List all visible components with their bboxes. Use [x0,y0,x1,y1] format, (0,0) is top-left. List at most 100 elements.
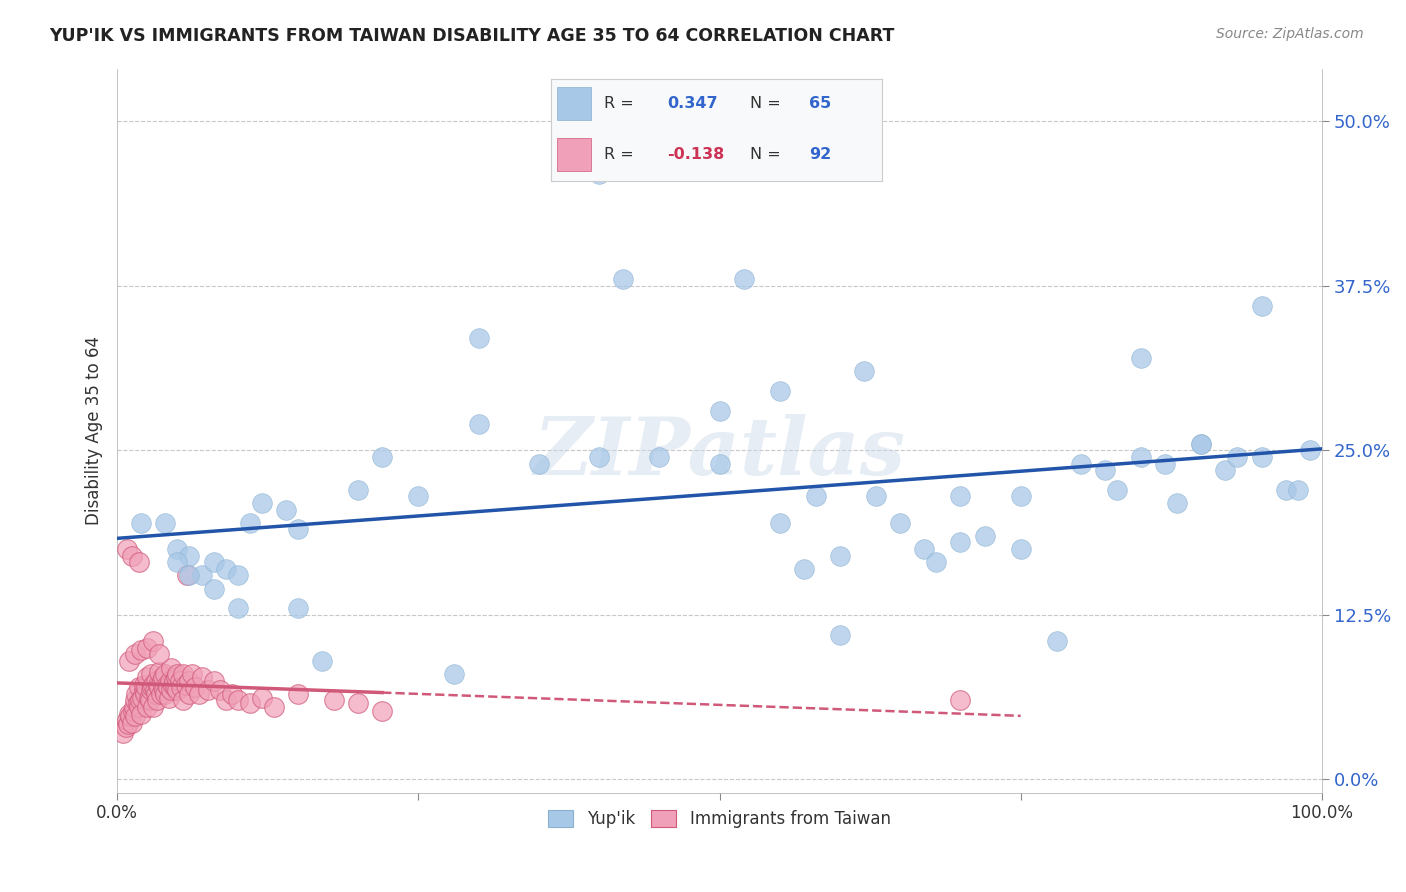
Point [1250,298,1272,312]
Point [184,681,207,695]
Point [121,704,143,718]
Point [136,670,159,684]
Point [925,555,948,569]
Point [148,681,170,695]
Text: YUP'IK VS IMMIGRANTS FROM TAIWAN DISABILITY AGE 35 TO 64 CORRELATION CHART: YUP'IK VS IMMIGRANTS FROM TAIWAN DISABIL… [49,27,894,45]
Point [347,696,370,710]
Point [143,682,166,697]
Point [239,516,262,530]
Point [166,682,188,697]
Point [733,272,755,286]
Point [190,568,212,582]
Point [166,667,188,681]
Point [124,693,146,707]
Point [1189,436,1212,450]
Point [973,529,995,543]
Point [250,496,273,510]
Point [148,665,170,679]
Point [132,682,155,697]
Point [226,601,249,615]
Point [202,582,225,596]
Point [949,693,972,707]
Point [163,673,186,688]
Point [121,549,143,563]
Point [949,535,972,549]
Point [155,678,177,692]
Point [179,687,201,701]
Point [371,704,394,718]
Point [176,568,198,582]
Point [172,693,194,707]
Point [112,726,135,740]
Point [155,687,177,701]
Point [162,678,184,692]
Point [1299,443,1322,458]
Point [172,667,194,681]
Y-axis label: Disability Age 35 to 64: Disability Age 35 to 64 [86,336,103,525]
Point [134,687,156,701]
Point [1286,483,1309,497]
Point [160,682,183,697]
Point [118,706,141,721]
Point [769,384,792,398]
Point [159,673,181,688]
Point [1046,634,1069,648]
Point [263,700,285,714]
Point [467,417,489,431]
Point [1010,542,1032,557]
Point [828,628,851,642]
Point [202,673,225,688]
Point [150,673,173,688]
Point [145,673,167,688]
Point [115,542,138,557]
Point [114,720,136,734]
Text: Source: ZipAtlas.com: Source: ZipAtlas.com [1216,27,1364,41]
Point [443,667,465,681]
Point [588,167,610,181]
Point [1130,351,1153,366]
Point [1070,457,1092,471]
Point [1166,496,1188,510]
Point [793,562,815,576]
Point [804,490,827,504]
Point [139,667,162,681]
Point [174,678,197,692]
Legend: Yup'ik, Immigrants from Taiwan: Yup'ik, Immigrants from Taiwan [541,804,897,835]
Point [138,690,160,705]
Point [155,516,177,530]
Point [124,709,146,723]
Point [221,687,243,701]
Point [118,654,141,668]
Point [912,542,935,557]
Point [138,693,160,707]
Point [179,568,201,582]
Point [152,670,174,684]
Point [347,483,370,497]
Point [1154,457,1177,471]
Point [202,555,225,569]
Point [128,681,150,695]
Point [287,687,309,701]
Point [153,682,176,697]
Point [250,690,273,705]
Point [149,687,172,701]
Point [188,687,211,701]
Point [648,450,671,464]
Text: ZIPatlas: ZIPatlas [533,414,905,491]
Point [311,654,333,668]
Point [160,660,183,674]
Point [226,693,249,707]
Point [124,648,146,662]
Point [128,700,150,714]
Point [1250,450,1272,464]
Point [121,715,143,730]
Point [179,549,201,563]
Point [408,490,430,504]
Point [1130,450,1153,464]
Point [117,717,139,731]
Point [214,562,236,576]
Point [129,706,152,721]
Point [142,678,165,692]
Point [165,670,187,684]
Point [180,667,202,681]
